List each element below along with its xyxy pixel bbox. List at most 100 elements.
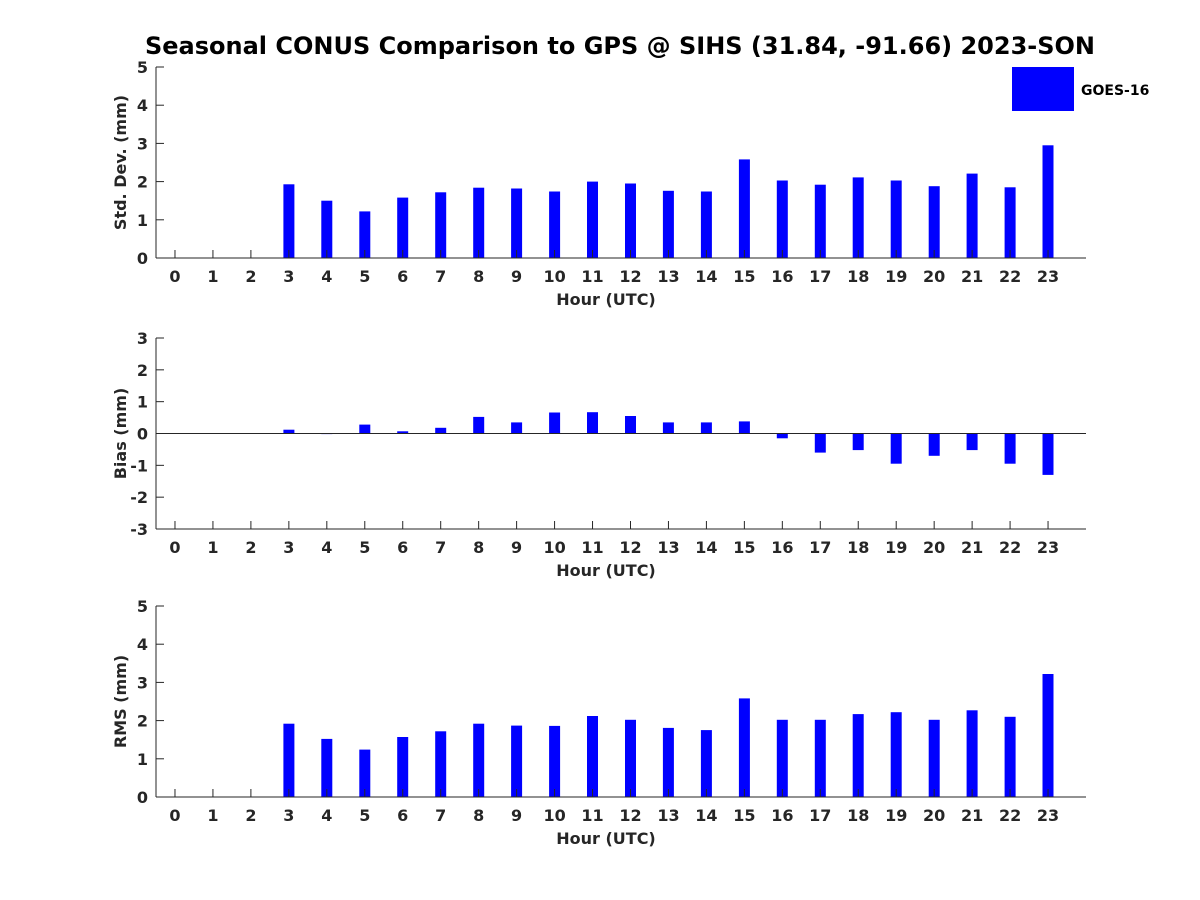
y-tick-label-bias-3: 3 (137, 329, 148, 348)
bar-rms-3 (283, 723, 295, 797)
bar-rms-21 (966, 710, 978, 797)
x-tick-label-bias-21: 21 (961, 538, 983, 557)
bar-bias-19 (890, 433, 902, 464)
x-tick-label-std_dev-6: 6 (397, 267, 408, 286)
bar-bias-7 (435, 427, 447, 434)
y-tick-label-std_dev-1: 1 (137, 211, 148, 230)
legend-swatch-goes-16 (1012, 67, 1074, 111)
x-tick-label-rms-10: 10 (543, 806, 565, 825)
bar-std_dev-6 (397, 197, 409, 258)
x-tick-label-bias-16: 16 (771, 538, 793, 557)
bar-rms-22 (1004, 716, 1016, 797)
x-tick-label-std_dev-12: 12 (619, 267, 641, 286)
x-tick-label-rms-9: 9 (511, 806, 522, 825)
x-tick-label-std_dev-14: 14 (695, 267, 717, 286)
bar-bias-23 (1042, 433, 1054, 475)
bar-rms-9 (511, 725, 523, 797)
y-tick-label-std_dev-2: 2 (137, 173, 148, 192)
x-tick-label-std_dev-8: 8 (473, 267, 484, 286)
bar-bias-15 (738, 421, 750, 434)
chart-title: Seasonal CONUS Comparison to GPS @ SIHS … (145, 32, 1095, 60)
x-axis-label-std_dev: Hour (UTC) (556, 290, 656, 309)
x-tick-label-std_dev-17: 17 (809, 267, 831, 286)
x-tick-label-std_dev-10: 10 (543, 267, 565, 286)
y-tick-label-bias--2: -2 (130, 488, 148, 507)
bar-bias-11 (587, 412, 598, 434)
bar-std_dev-4 (321, 200, 333, 258)
bar-rms-10 (549, 725, 561, 797)
x-tick-label-bias-2: 2 (245, 538, 256, 557)
x-tick-label-rms-6: 6 (397, 806, 408, 825)
x-tick-label-rms-13: 13 (657, 806, 679, 825)
x-tick-label-bias-12: 12 (619, 538, 641, 557)
y-axis-label-bias: Bias (mm) (111, 388, 130, 480)
bar-std_dev-3 (283, 184, 295, 258)
x-tick-label-rms-1: 1 (207, 806, 218, 825)
legend: GOES-16 (1012, 67, 1149, 111)
bar-std_dev-5 (359, 211, 371, 258)
bar-bias-3 (283, 429, 295, 434)
bar-std_dev-17 (814, 184, 826, 258)
bar-rms-13 (662, 727, 674, 797)
x-tick-label-rms-20: 20 (923, 806, 945, 825)
x-tick-label-bias-11: 11 (581, 538, 603, 557)
x-tick-label-rms-3: 3 (283, 806, 294, 825)
x-tick-label-rms-4: 4 (321, 806, 332, 825)
x-tick-label-rms-12: 12 (619, 806, 641, 825)
x-tick-label-std_dev-2: 2 (245, 267, 256, 286)
x-tick-label-rms-11: 11 (581, 806, 603, 825)
x-tick-label-std_dev-9: 9 (511, 267, 522, 286)
bar-rms-23 (1042, 674, 1054, 797)
bar-rms-7 (435, 731, 447, 797)
x-axis-label-bias: Hour (UTC) (556, 561, 656, 580)
x-tick-label-bias-0: 0 (169, 538, 180, 557)
x-tick-label-rms-18: 18 (847, 806, 869, 825)
x-tick-label-std_dev-5: 5 (359, 267, 370, 286)
bar-std_dev-11 (587, 181, 598, 258)
bar-rms-11 (587, 716, 598, 797)
x-tick-label-std_dev-13: 13 (657, 267, 679, 286)
bar-std_dev-14 (700, 191, 712, 258)
x-tick-label-bias-8: 8 (473, 538, 484, 557)
bar-std_dev-20 (928, 186, 940, 258)
bar-rms-4 (321, 738, 333, 797)
y-tick-label-rms-0: 0 (137, 788, 148, 807)
x-tick-label-bias-10: 10 (543, 538, 565, 557)
bar-std_dev-9 (511, 188, 523, 258)
x-tick-label-rms-5: 5 (359, 806, 370, 825)
x-tick-label-std_dev-20: 20 (923, 267, 945, 286)
x-tick-label-std_dev-16: 16 (771, 267, 793, 286)
bar-bias-8 (473, 416, 485, 434)
bar-bias-5 (359, 424, 371, 434)
bar-bias-6 (397, 431, 409, 434)
y-axis-label-rms: RMS (mm) (111, 655, 130, 748)
bar-bias-14 (700, 422, 712, 434)
x-tick-label-bias-5: 5 (359, 538, 370, 557)
bar-bias-17 (814, 433, 826, 453)
x-tick-label-std_dev-23: 23 (1037, 267, 1059, 286)
bar-bias-16 (776, 433, 788, 439)
x-tick-label-std_dev-19: 19 (885, 267, 907, 286)
y-tick-label-std_dev-0: 0 (137, 249, 148, 268)
x-tick-label-bias-17: 17 (809, 538, 831, 557)
x-tick-label-std_dev-1: 1 (207, 267, 218, 286)
x-tick-label-bias-18: 18 (847, 538, 869, 557)
bar-std_dev-21 (966, 173, 978, 258)
y-tick-label-rms-2: 2 (137, 712, 148, 731)
x-tick-label-bias-1: 1 (207, 538, 218, 557)
x-tick-label-std_dev-3: 3 (283, 267, 294, 286)
y-tick-label-bias-1: 1 (137, 393, 148, 412)
bar-bias-9 (511, 422, 523, 434)
y-tick-label-rms-5: 5 (137, 597, 148, 616)
x-tick-label-std_dev-0: 0 (169, 267, 180, 286)
bar-bias-13 (662, 422, 674, 434)
bar-rms-14 (700, 730, 712, 797)
x-tick-label-std_dev-11: 11 (581, 267, 603, 286)
x-tick-label-rms-17: 17 (809, 806, 831, 825)
legend-label-goes-16: GOES-16 (1081, 83, 1149, 99)
x-axis-label-rms: Hour (UTC) (556, 829, 656, 848)
y-tick-label-std_dev-3: 3 (137, 134, 148, 153)
